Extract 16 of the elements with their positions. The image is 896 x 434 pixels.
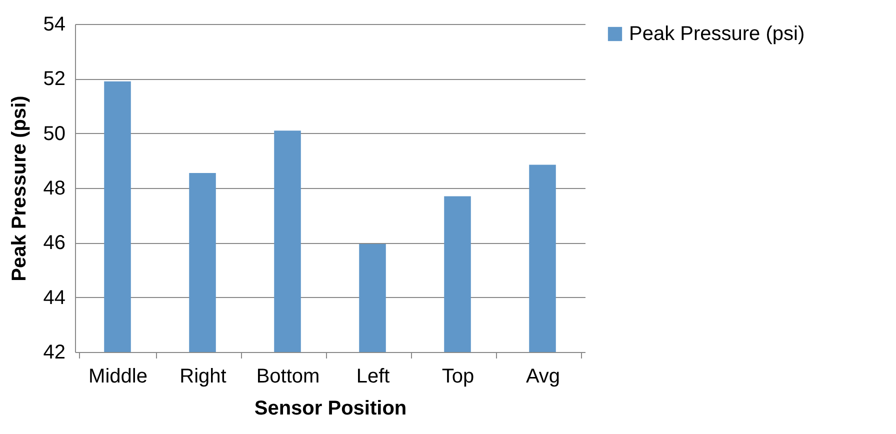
y-tick-label: 44 bbox=[43, 286, 66, 309]
x-tick-label: Avg bbox=[526, 366, 560, 388]
y-tick-label: 54 bbox=[43, 14, 66, 36]
y-tick-label: 46 bbox=[43, 232, 66, 254]
y-axis-title: Peak Pressure (psi) bbox=[8, 96, 30, 282]
x-tick-label: Bottom bbox=[256, 366, 320, 388]
y-tick-label: 42 bbox=[43, 342, 66, 364]
y-tick-label: 52 bbox=[43, 68, 66, 90]
x-tick-label: Top bbox=[442, 366, 474, 388]
x-tick-label: Middle bbox=[88, 366, 148, 388]
x-axis-title: Sensor Position bbox=[254, 398, 407, 420]
x-tick-label: Left bbox=[356, 366, 390, 388]
legend-label: Peak Pressure (psi) bbox=[629, 23, 805, 45]
y-tick-label: 50 bbox=[43, 122, 66, 145]
y-tick-label: 48 bbox=[43, 178, 66, 200]
x-tick-label: Right bbox=[180, 366, 227, 388]
